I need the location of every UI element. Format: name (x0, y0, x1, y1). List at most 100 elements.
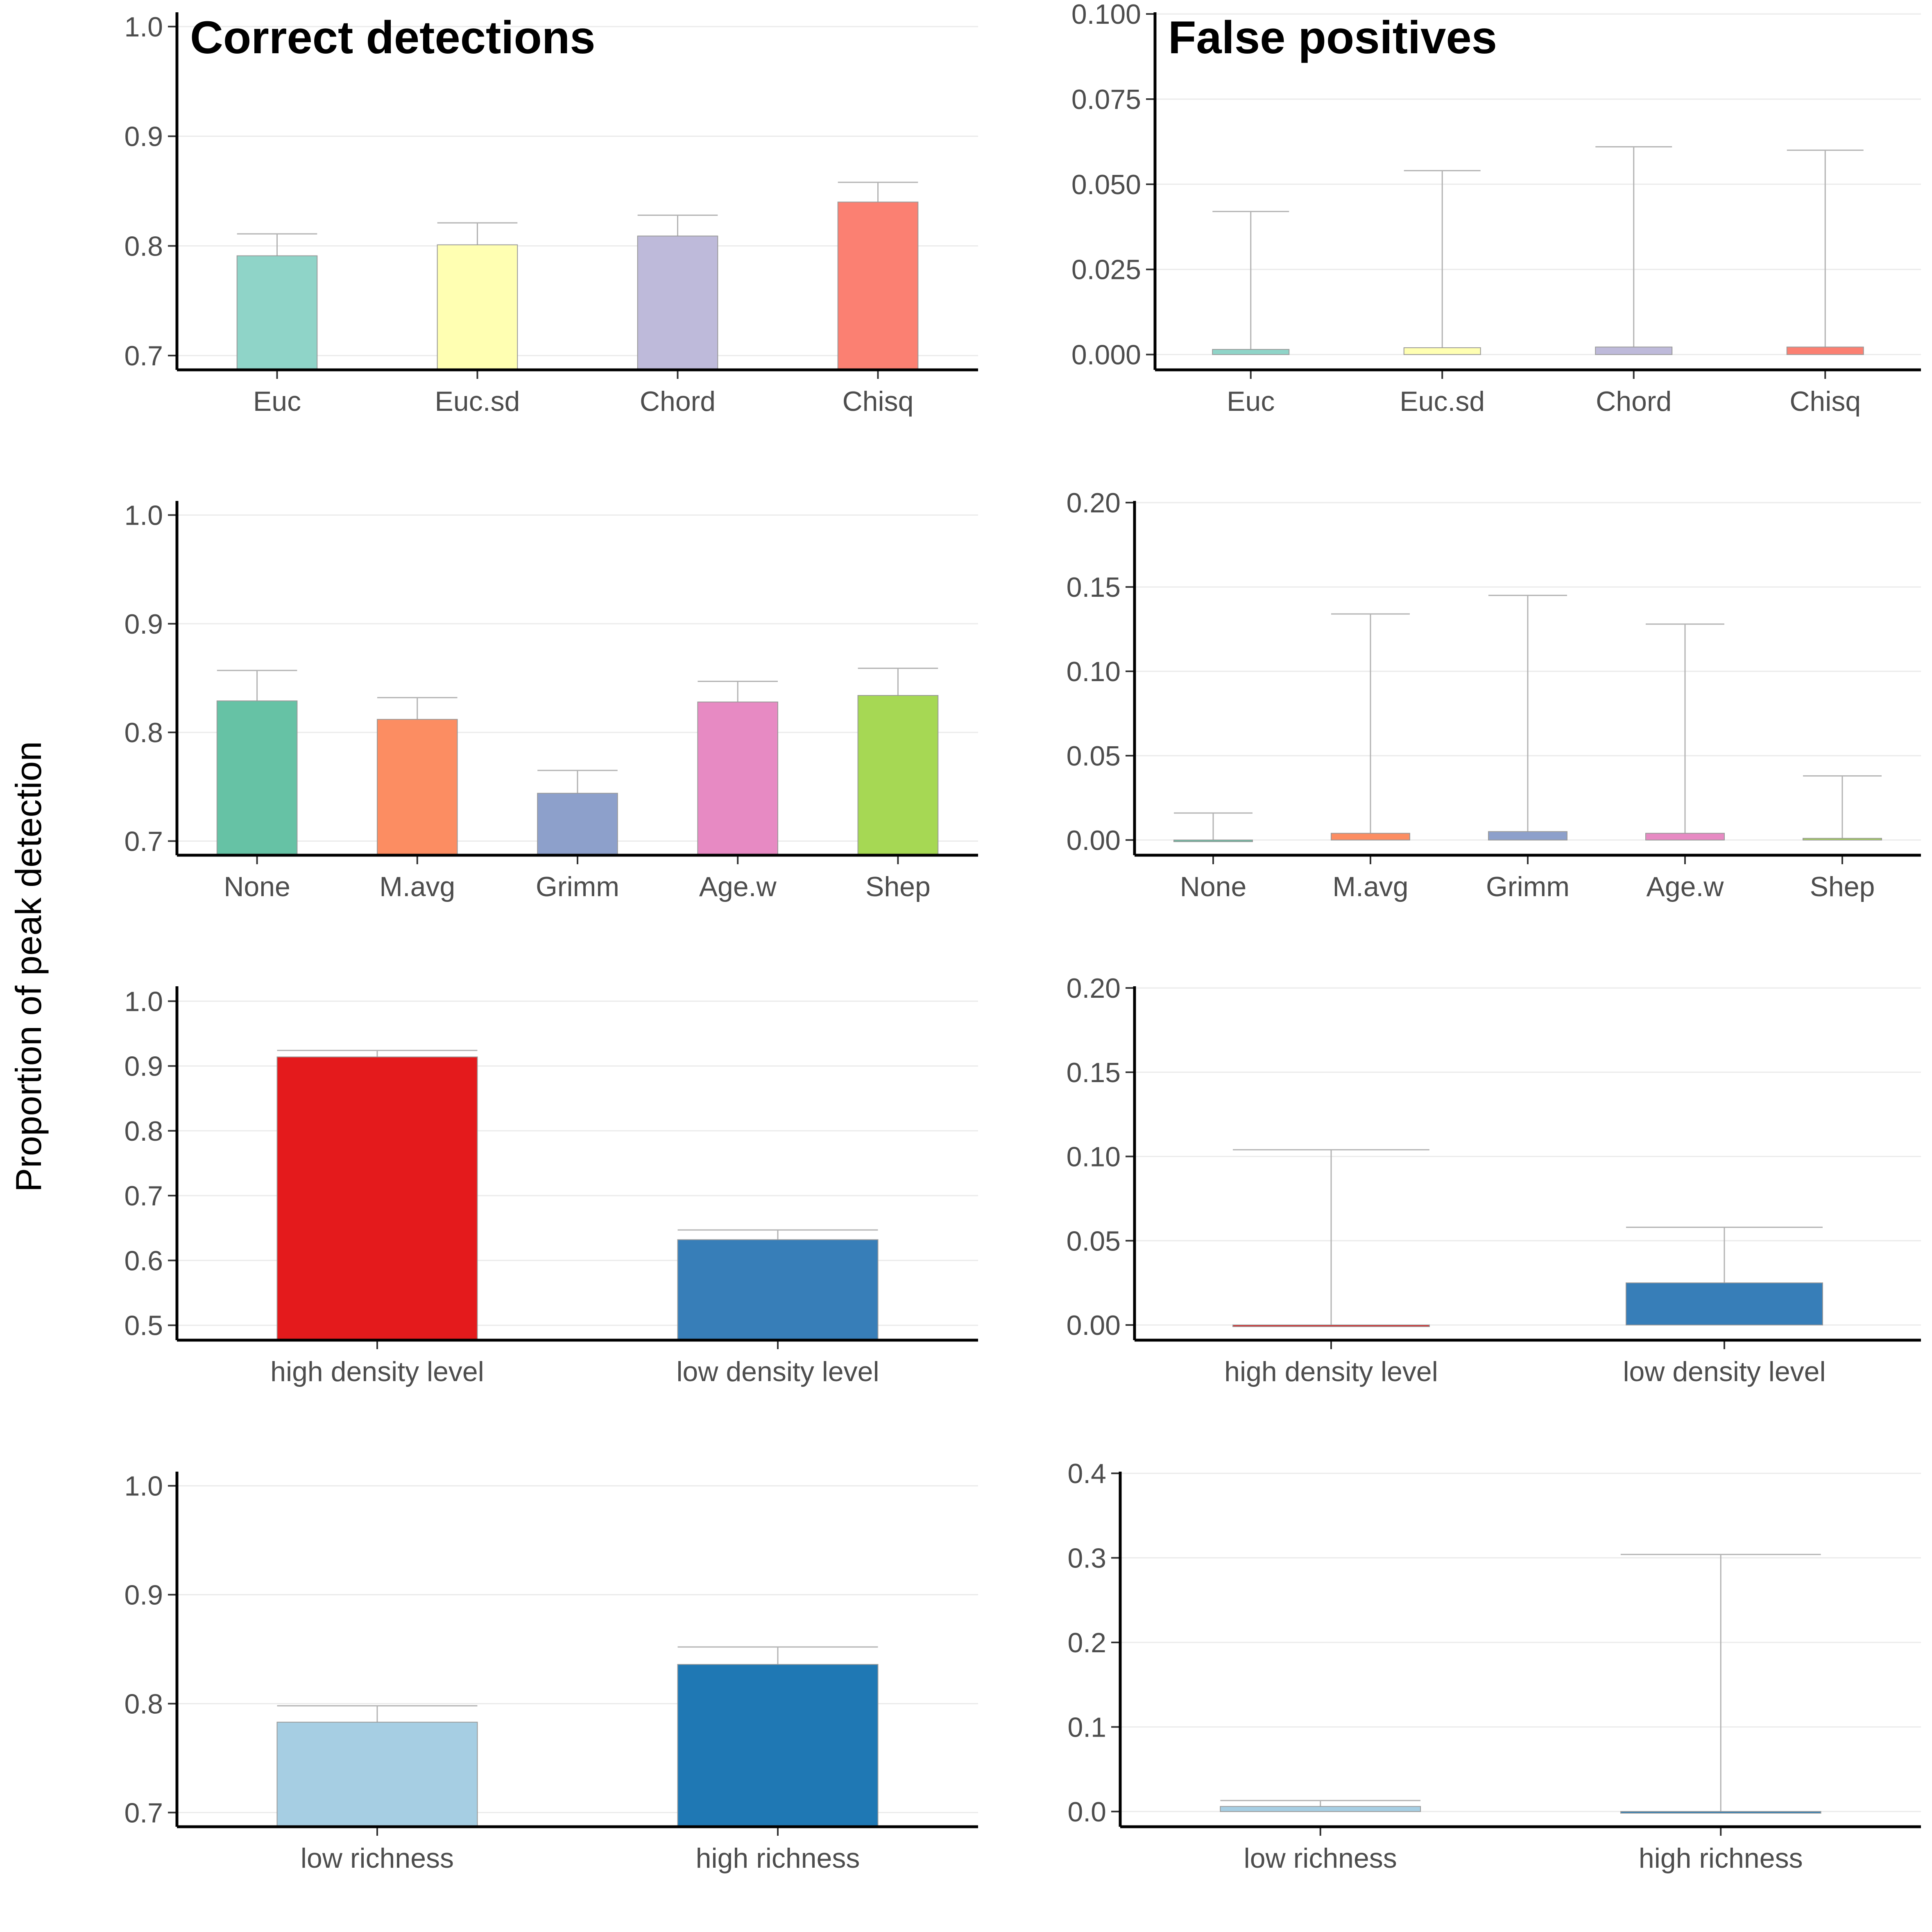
panel-correct-density: 0.5 0.6 0.7 0.8 0.9 1.0 high density level low … (124, 986, 978, 1387)
x-tick-label: Euc (1227, 386, 1275, 417)
panel-correct-richness: 0.7 0.8 0.9 1.0 low richness high richness (124, 1471, 978, 1874)
y-tick-label: 1.0 (124, 1471, 163, 1502)
x-tick-label: low richness (301, 1843, 454, 1874)
panel-title: Correct detections (190, 12, 596, 63)
y-tick-label: 0.100 (1071, 0, 1141, 30)
y-tick-label: 0.4 (1067, 1458, 1106, 1489)
bar-high-richness (1620, 1811, 1821, 1814)
y-tick-label: 0.0 (1067, 1796, 1106, 1828)
x-tick-label: high richness (1639, 1843, 1803, 1874)
x-tick-label: None (224, 871, 290, 902)
bar-high-density-level (276, 1056, 478, 1341)
bar-low-richness (276, 1721, 478, 1827)
x-tick-label: M.avg (1332, 871, 1408, 902)
y-tick-label: 0.9 (124, 1580, 163, 1611)
y-tick-label: 0.15 (1067, 572, 1121, 603)
x-tick-label: low density level (1623, 1356, 1826, 1387)
y-tick-label: 0.8 (124, 1116, 163, 1147)
y-tick-label: 0.000 (1071, 340, 1141, 371)
y-tick-label: 0.00 (1067, 825, 1121, 856)
y-tick-label: 0.20 (1067, 487, 1121, 519)
x-tick-label: Grimm (536, 871, 619, 902)
y-tick-label: 0.15 (1067, 1057, 1121, 1088)
x-tick-label: Chisq (1789, 386, 1861, 417)
panel-false-density: 0.00 0.05 0.10 0.15 0.20 high density level lo… (1067, 973, 1921, 1387)
y-tick-label: 0.2 (1067, 1627, 1106, 1658)
y-tick-label: 1.0 (124, 986, 163, 1017)
y-tick-label: 0.7 (124, 826, 163, 857)
y-tick-label: 0.8 (124, 1688, 163, 1719)
bar-low-richness (1220, 1806, 1421, 1812)
bar-euc-sd (1403, 347, 1481, 355)
bar-high-density-level (1232, 1324, 1430, 1327)
y-tick-label: 0.9 (124, 609, 163, 640)
bar-m-avg (377, 719, 458, 856)
bar-shep (1803, 838, 1882, 840)
y-tick-label: 0.7 (124, 1797, 163, 1828)
panel-false-smoothing: 0.00 0.05 0.10 0.15 0.20 None M.avg Grimm Age.w S… (1067, 487, 1921, 902)
x-tick-label: low density level (676, 1356, 879, 1387)
y-tick-label: 0.025 (1071, 254, 1141, 285)
bar-shep (857, 695, 939, 856)
panel-correct-dissimilarity: 0.7 0.8 0.9 1.0 Euc Euc.sd Chord Chisq Correct d… (124, 11, 978, 417)
panel-false-richness: 0.0 0.1 0.2 0.3 0.4 low richness high richness (1067, 1458, 1921, 1874)
bar-low-density-level (1626, 1282, 1823, 1325)
y-tick-label: 0.00 (1067, 1310, 1121, 1341)
panel-title: False positives (1168, 12, 1497, 63)
y-tick-label: 0.7 (124, 340, 163, 371)
x-tick-label: Grimm (1486, 871, 1570, 902)
bar-low-density-level (677, 1239, 879, 1341)
x-tick-label: Euc.sd (1400, 386, 1485, 417)
x-tick-label: high richness (696, 1843, 860, 1874)
y-axis-label: Proportion of peak detection (8, 741, 49, 1192)
y-tick-label: 0.7 (124, 1180, 163, 1212)
y-tick-label: 0.20 (1067, 973, 1121, 1004)
y-tick-label: 0.10 (1067, 656, 1121, 687)
x-tick-label: None (1180, 871, 1247, 902)
y-tick-label: 0.1 (1067, 1712, 1106, 1743)
y-tick-label: 0.6 (124, 1245, 163, 1276)
bar-chisq (1786, 347, 1864, 355)
y-tick-label: 0.075 (1071, 84, 1141, 115)
bar-euc (1212, 349, 1290, 355)
y-tick-label: 1.0 (124, 500, 163, 531)
x-tick-label: Chord (1596, 386, 1672, 417)
bar-age-w (697, 701, 779, 856)
x-tick-label: high density level (1224, 1356, 1438, 1387)
bar-m-avg (1331, 833, 1410, 840)
x-tick-label: Euc (253, 386, 301, 417)
y-tick-label: 0.3 (1067, 1543, 1106, 1574)
panels: 0.7 0.8 0.9 1.0 Euc Euc.sd Chord Chisq Correct d… (124, 0, 1921, 1874)
y-tick-label: 0.10 (1067, 1142, 1121, 1173)
bar-none (216, 700, 298, 856)
y-tick-label: 0.050 (1071, 169, 1141, 200)
bar-euc (236, 255, 318, 371)
y-tick-label: 0.9 (124, 121, 163, 152)
y-tick-label: 0.05 (1067, 741, 1121, 772)
bar-euc-sd (437, 244, 518, 370)
x-tick-label: Chisq (843, 386, 914, 417)
x-tick-label: Age.w (699, 871, 777, 902)
x-tick-label: Shep (865, 871, 931, 902)
x-tick-label: Age.w (1647, 871, 1724, 902)
y-tick-label: 1.0 (124, 11, 163, 43)
panel-correct-smoothing: 0.7 0.8 0.9 1.0 None M.avg Grimm Age.w Shep (124, 500, 978, 902)
panel-false-dissimilarity: 0.000 0.025 0.050 0.075 0.100 Euc Euc.sd Chord C… (1071, 0, 1921, 417)
y-tick-label: 0.5 (124, 1310, 163, 1341)
y-tick-label: 0.9 (124, 1051, 163, 1082)
bar-high-richness (677, 1664, 879, 1828)
x-tick-label: low richness (1244, 1843, 1397, 1874)
bar-chord (1595, 347, 1673, 355)
y-tick-label: 0.8 (124, 231, 163, 262)
bar-age-w (1645, 833, 1725, 840)
x-tick-label: M.avg (379, 871, 455, 902)
bar-none (1173, 839, 1253, 842)
x-tick-label: Chord (640, 386, 716, 417)
x-tick-label: Shep (1810, 871, 1875, 902)
bar-chord (637, 236, 718, 371)
bar-grimm (537, 793, 618, 856)
x-tick-label: Euc.sd (435, 386, 520, 417)
bar-grimm (1488, 831, 1567, 840)
x-tick-label: high density level (270, 1356, 484, 1387)
